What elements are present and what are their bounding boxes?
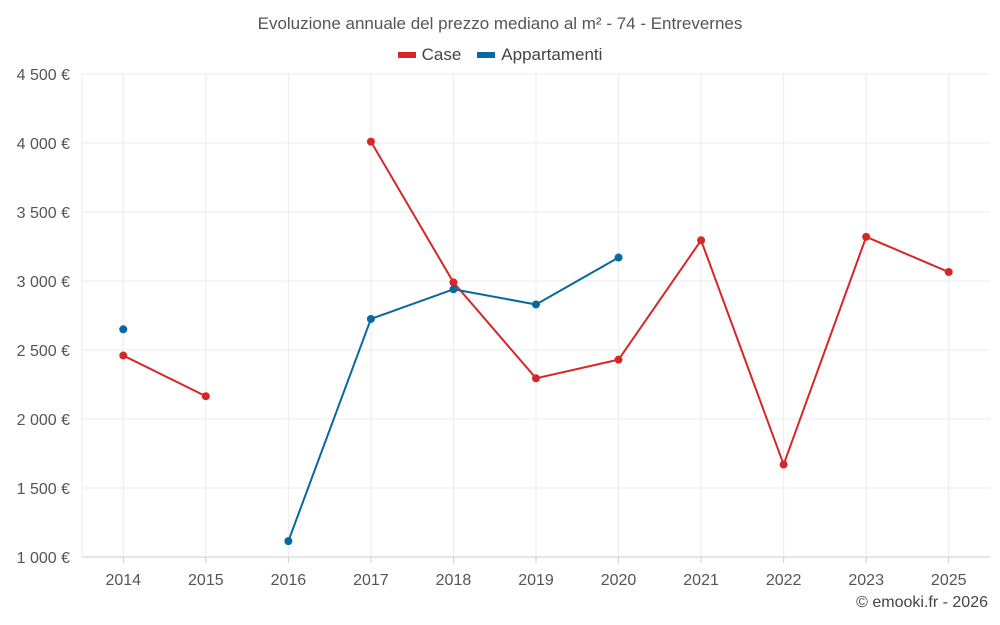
data-point-case: [944, 268, 953, 277]
chart-title: Evoluzione annuale del prezzo mediano al…: [257, 14, 743, 33]
x-tick-label: 2015: [188, 572, 224, 589]
data-point-case: [697, 236, 706, 245]
x-tick-label: 2025: [931, 572, 967, 589]
legend-label-case: Case: [421, 45, 462, 64]
y-tick-label: 1 000 €: [17, 550, 70, 567]
data-point-appartamenti: [449, 285, 458, 294]
data-point-case: [862, 232, 871, 241]
copyright-text: © emooki.fr - 2026: [856, 594, 988, 611]
x-tick-label: 2022: [766, 572, 802, 589]
y-tick-label: 1 500 €: [17, 481, 70, 498]
data-point-appartamenti: [614, 253, 623, 262]
data-point-appartamenti: [532, 300, 540, 309]
data-point-case: [119, 351, 128, 360]
data-point-case: [366, 137, 375, 146]
legend-label-appartamenti: Appartamenti: [501, 45, 603, 64]
x-tick-label: 2023: [848, 572, 884, 589]
data-point-appartamenti: [366, 314, 375, 323]
legend-swatch-appartamenti: [477, 52, 496, 58]
y-tick-label: 3 500 €: [17, 205, 70, 222]
x-tick-label: 2018: [436, 572, 472, 589]
legend-item-appartamenti[interactable]: Appartamenti: [477, 45, 602, 65]
x-tick-label: 2020: [601, 572, 637, 589]
y-tick-label: 4 000 €: [17, 136, 70, 153]
legend: Case Appartamenti: [0, 45, 1000, 65]
x-tick-label: 2017: [353, 572, 389, 589]
data-point-case: [779, 460, 788, 469]
y-tick-label: 4 500 €: [17, 67, 70, 84]
series-line-case: [370, 141, 950, 466]
x-tick-label: 2019: [518, 572, 554, 589]
x-tick-label: 2016: [271, 572, 307, 589]
data-point-case: [532, 374, 540, 383]
legend-swatch-case: [397, 52, 416, 58]
data-point-case: [449, 278, 458, 287]
y-tick-label: 3 000 €: [17, 274, 70, 291]
y-tick-label: 2 000 €: [17, 412, 70, 429]
data-point-appartamenti: [119, 325, 128, 334]
x-tick-label: 2021: [683, 572, 719, 589]
y-tick-label: 2 500 €: [17, 343, 70, 360]
legend-item-case[interactable]: Case: [397, 45, 462, 65]
series-line-case: [122, 354, 207, 398]
data-point-case: [201, 392, 210, 401]
data-point-case: [614, 355, 623, 364]
data-point-appartamenti: [284, 537, 293, 546]
x-tick-label: 2014: [105, 572, 141, 589]
